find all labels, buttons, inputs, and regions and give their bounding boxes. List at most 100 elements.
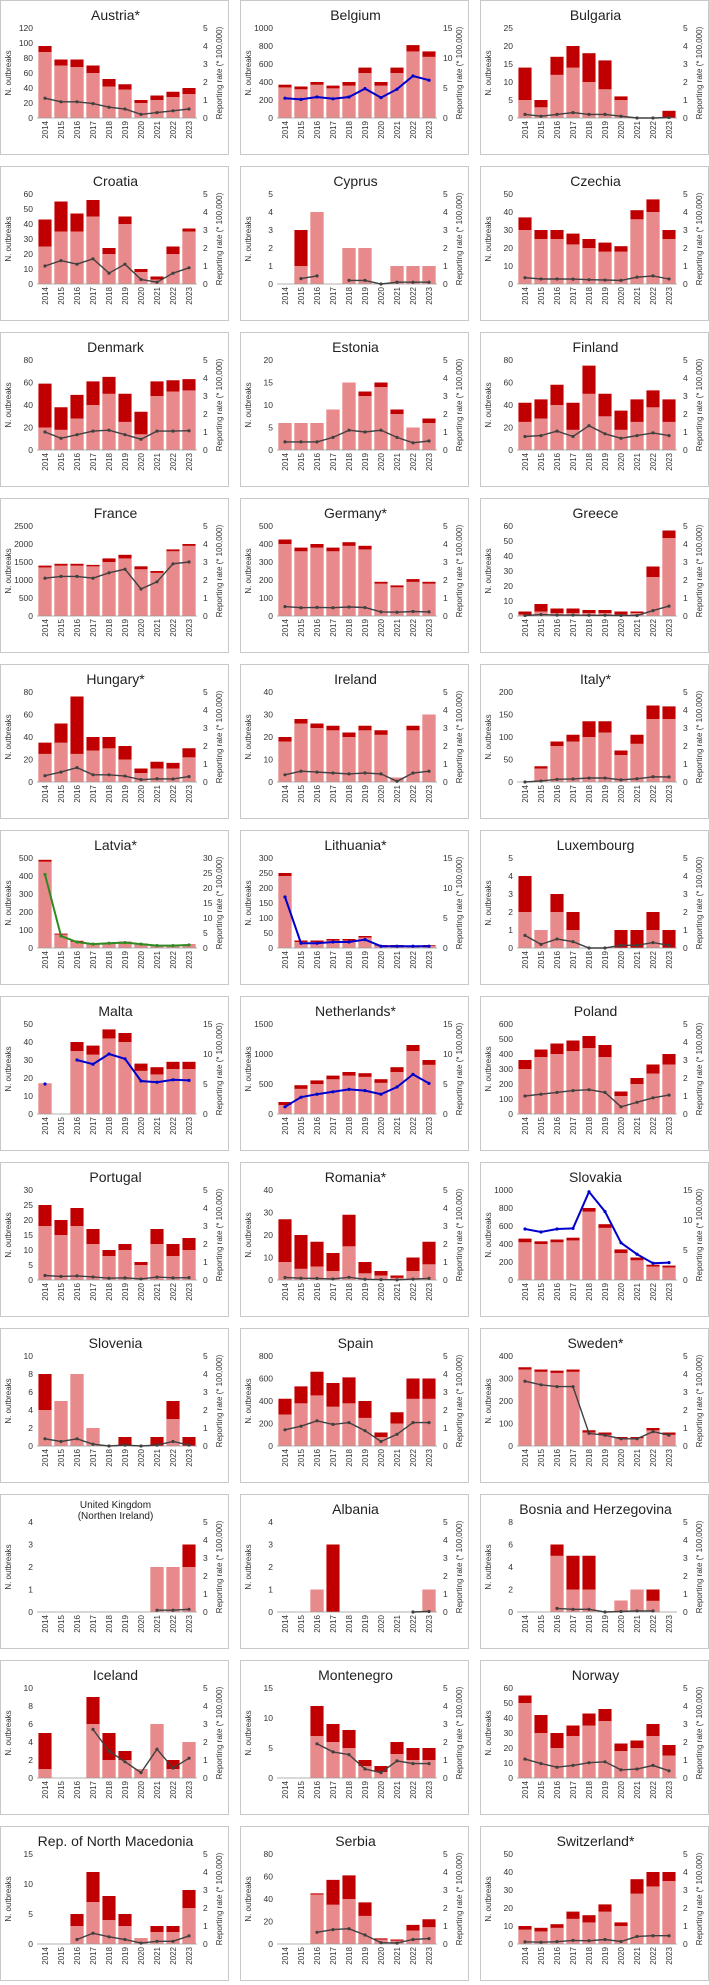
x-tick-label: 2018: [105, 1614, 114, 1632]
chart-panel-cyprus: Cyprus 0 1 2 3 4 5 0 1 2 3 4 5 N. outbreaks Reporting …: [240, 166, 469, 321]
chart-title: Bosnia and Herzegovina: [519, 1501, 672, 1517]
y-tick-label: 100: [499, 1094, 513, 1104]
y2-tick-label: 5: [203, 23, 208, 33]
y-tick-label: 500: [19, 593, 33, 603]
bar-weak: [566, 244, 580, 284]
y2-tick-label: 3: [203, 1553, 208, 1563]
y2-tick-label: 0: [443, 1773, 448, 1783]
bar-weak: [406, 1051, 420, 1114]
y-axis-label: N. outbreaks: [4, 1046, 13, 1091]
bar-weak: [582, 1725, 596, 1778]
y2-tick-label: 1: [683, 261, 688, 271]
y-axis-label: N. outbreaks: [484, 50, 493, 95]
x-tick-label: 2019: [361, 1614, 370, 1632]
x-tick-label: 2020: [377, 1946, 386, 1964]
bar-weak: [182, 1908, 196, 1944]
y-tick-label: 3: [268, 1540, 273, 1550]
y2-tick-label: 3: [683, 723, 688, 733]
rate-line: [44, 1274, 190, 1280]
y2-tick-label: 1: [443, 1257, 448, 1267]
bar-weak: [278, 544, 292, 616]
x-tick-label: 2022: [169, 1116, 178, 1134]
x-tick-label: 2014: [281, 784, 290, 802]
rate-line: [316, 1743, 429, 1774]
y-tick-label: 30: [504, 225, 514, 235]
bar-weak: [406, 1930, 420, 1944]
y-tick-label: 1: [28, 1585, 33, 1595]
y2-tick-label: 3: [683, 1885, 688, 1895]
x-tick-label: 2019: [121, 1116, 130, 1134]
y2-tick-label: 4: [203, 373, 208, 383]
bar-weak: [566, 1918, 580, 1944]
x-tick-label: 2016: [313, 1614, 322, 1632]
rate-line: [524, 1088, 670, 1108]
y-tick-label: 50: [504, 755, 514, 765]
x-tick-label: 2020: [617, 618, 626, 636]
x-tick-label: 2015: [57, 1780, 66, 1798]
y2-tick-label: 0: [203, 777, 208, 787]
x-tick-label: 2016: [553, 120, 562, 138]
bar-weak: [326, 551, 340, 616]
bar-weak: [614, 1096, 628, 1114]
bar-weak: [646, 1430, 660, 1446]
chart-svg-romania: Romania* 0 10 20 30 40 0 1 2 3 4 5 N. outbreaks Repor…: [244, 1169, 464, 1301]
bar-weak: [646, 1736, 660, 1778]
y2-tick-label: 0: [443, 1607, 448, 1617]
bar-weak: [646, 930, 660, 948]
chart-title: Hungary*: [86, 671, 145, 687]
chart-svg-norway: Norway 0 10 20 30 40 50 60 0 1 2 3 4 5 N. outbreaks Rep…: [484, 1667, 704, 1799]
bar-weak: [182, 1742, 196, 1778]
chart-svg-slovenia: Slovenia 0 2 4 6 8 10 0 1 2 3 4 5 N. outbreaks Reporti…: [4, 1335, 224, 1467]
x-tick-label: 2017: [329, 120, 338, 138]
x-tick-label: 2017: [569, 1282, 578, 1300]
bar-weak: [374, 1772, 388, 1778]
y-tick-label: 5: [28, 1260, 33, 1270]
x-tick-label: 2021: [633, 1448, 642, 1466]
y2-tick-label: 0: [683, 1607, 688, 1617]
bar-weak: [294, 551, 308, 616]
rate-line: [524, 111, 670, 119]
y2-tick-label: 4: [443, 1701, 448, 1711]
x-tick-label: 2018: [345, 950, 354, 968]
y-tick-label: 300: [499, 1064, 513, 1074]
x-tick-label: 2022: [649, 784, 658, 802]
y2-tick-label: 0: [443, 1275, 448, 1285]
bar-weak: [294, 89, 308, 118]
x-tick-label: 2014: [281, 1614, 290, 1632]
rate-point: [427, 1609, 431, 1614]
y2-tick-label: 15: [203, 898, 213, 908]
bar-weak: [550, 239, 564, 284]
x-tick-label: 2021: [393, 618, 402, 636]
bar-weak: [566, 1736, 580, 1778]
y-tick-label: 200: [499, 1257, 513, 1267]
y-tick-label: 5: [508, 853, 513, 863]
y2-tick-label: 1: [683, 759, 688, 769]
y2-tick-label: 1: [683, 925, 688, 935]
bar-weak: [342, 1403, 356, 1446]
bar-weak: [166, 391, 180, 450]
chart-title: Croatia: [93, 173, 138, 189]
y-tick-label: 40: [24, 400, 34, 410]
x-tick-label: 2017: [329, 1946, 338, 1964]
x-tick-label: 2023: [185, 1448, 194, 1466]
x-tick-label: 2022: [169, 286, 178, 304]
y2-tick-label: 0: [683, 445, 688, 455]
x-tick-label: 2023: [185, 452, 194, 470]
chart-panel-poland: Poland 0 100 200 300 400 500 600 0 1 2 3 4 5 N. outbre…: [480, 996, 709, 1151]
x-tick-label: 2023: [185, 120, 194, 138]
chart-title: Slovakia: [569, 1169, 622, 1185]
bar-weak: [598, 1434, 612, 1446]
y-tick-label: 15: [264, 1683, 274, 1693]
chart-title: United Kingdom: [80, 1500, 151, 1511]
y-tick-label: 400: [499, 1239, 513, 1249]
x-tick-label: 2017: [569, 618, 578, 636]
y2-tick-label: 5: [443, 913, 448, 923]
bar-weak: [150, 1244, 164, 1280]
y-tick-label: 300: [259, 557, 273, 567]
y2-tick-label: 4: [203, 207, 208, 217]
y-tick-label: 60: [504, 521, 514, 531]
y-tick-label: 0: [28, 1939, 33, 1949]
y2-tick-label: 5: [683, 687, 688, 697]
x-tick-label: 2022: [169, 784, 178, 802]
bar-weak: [646, 1073, 660, 1114]
